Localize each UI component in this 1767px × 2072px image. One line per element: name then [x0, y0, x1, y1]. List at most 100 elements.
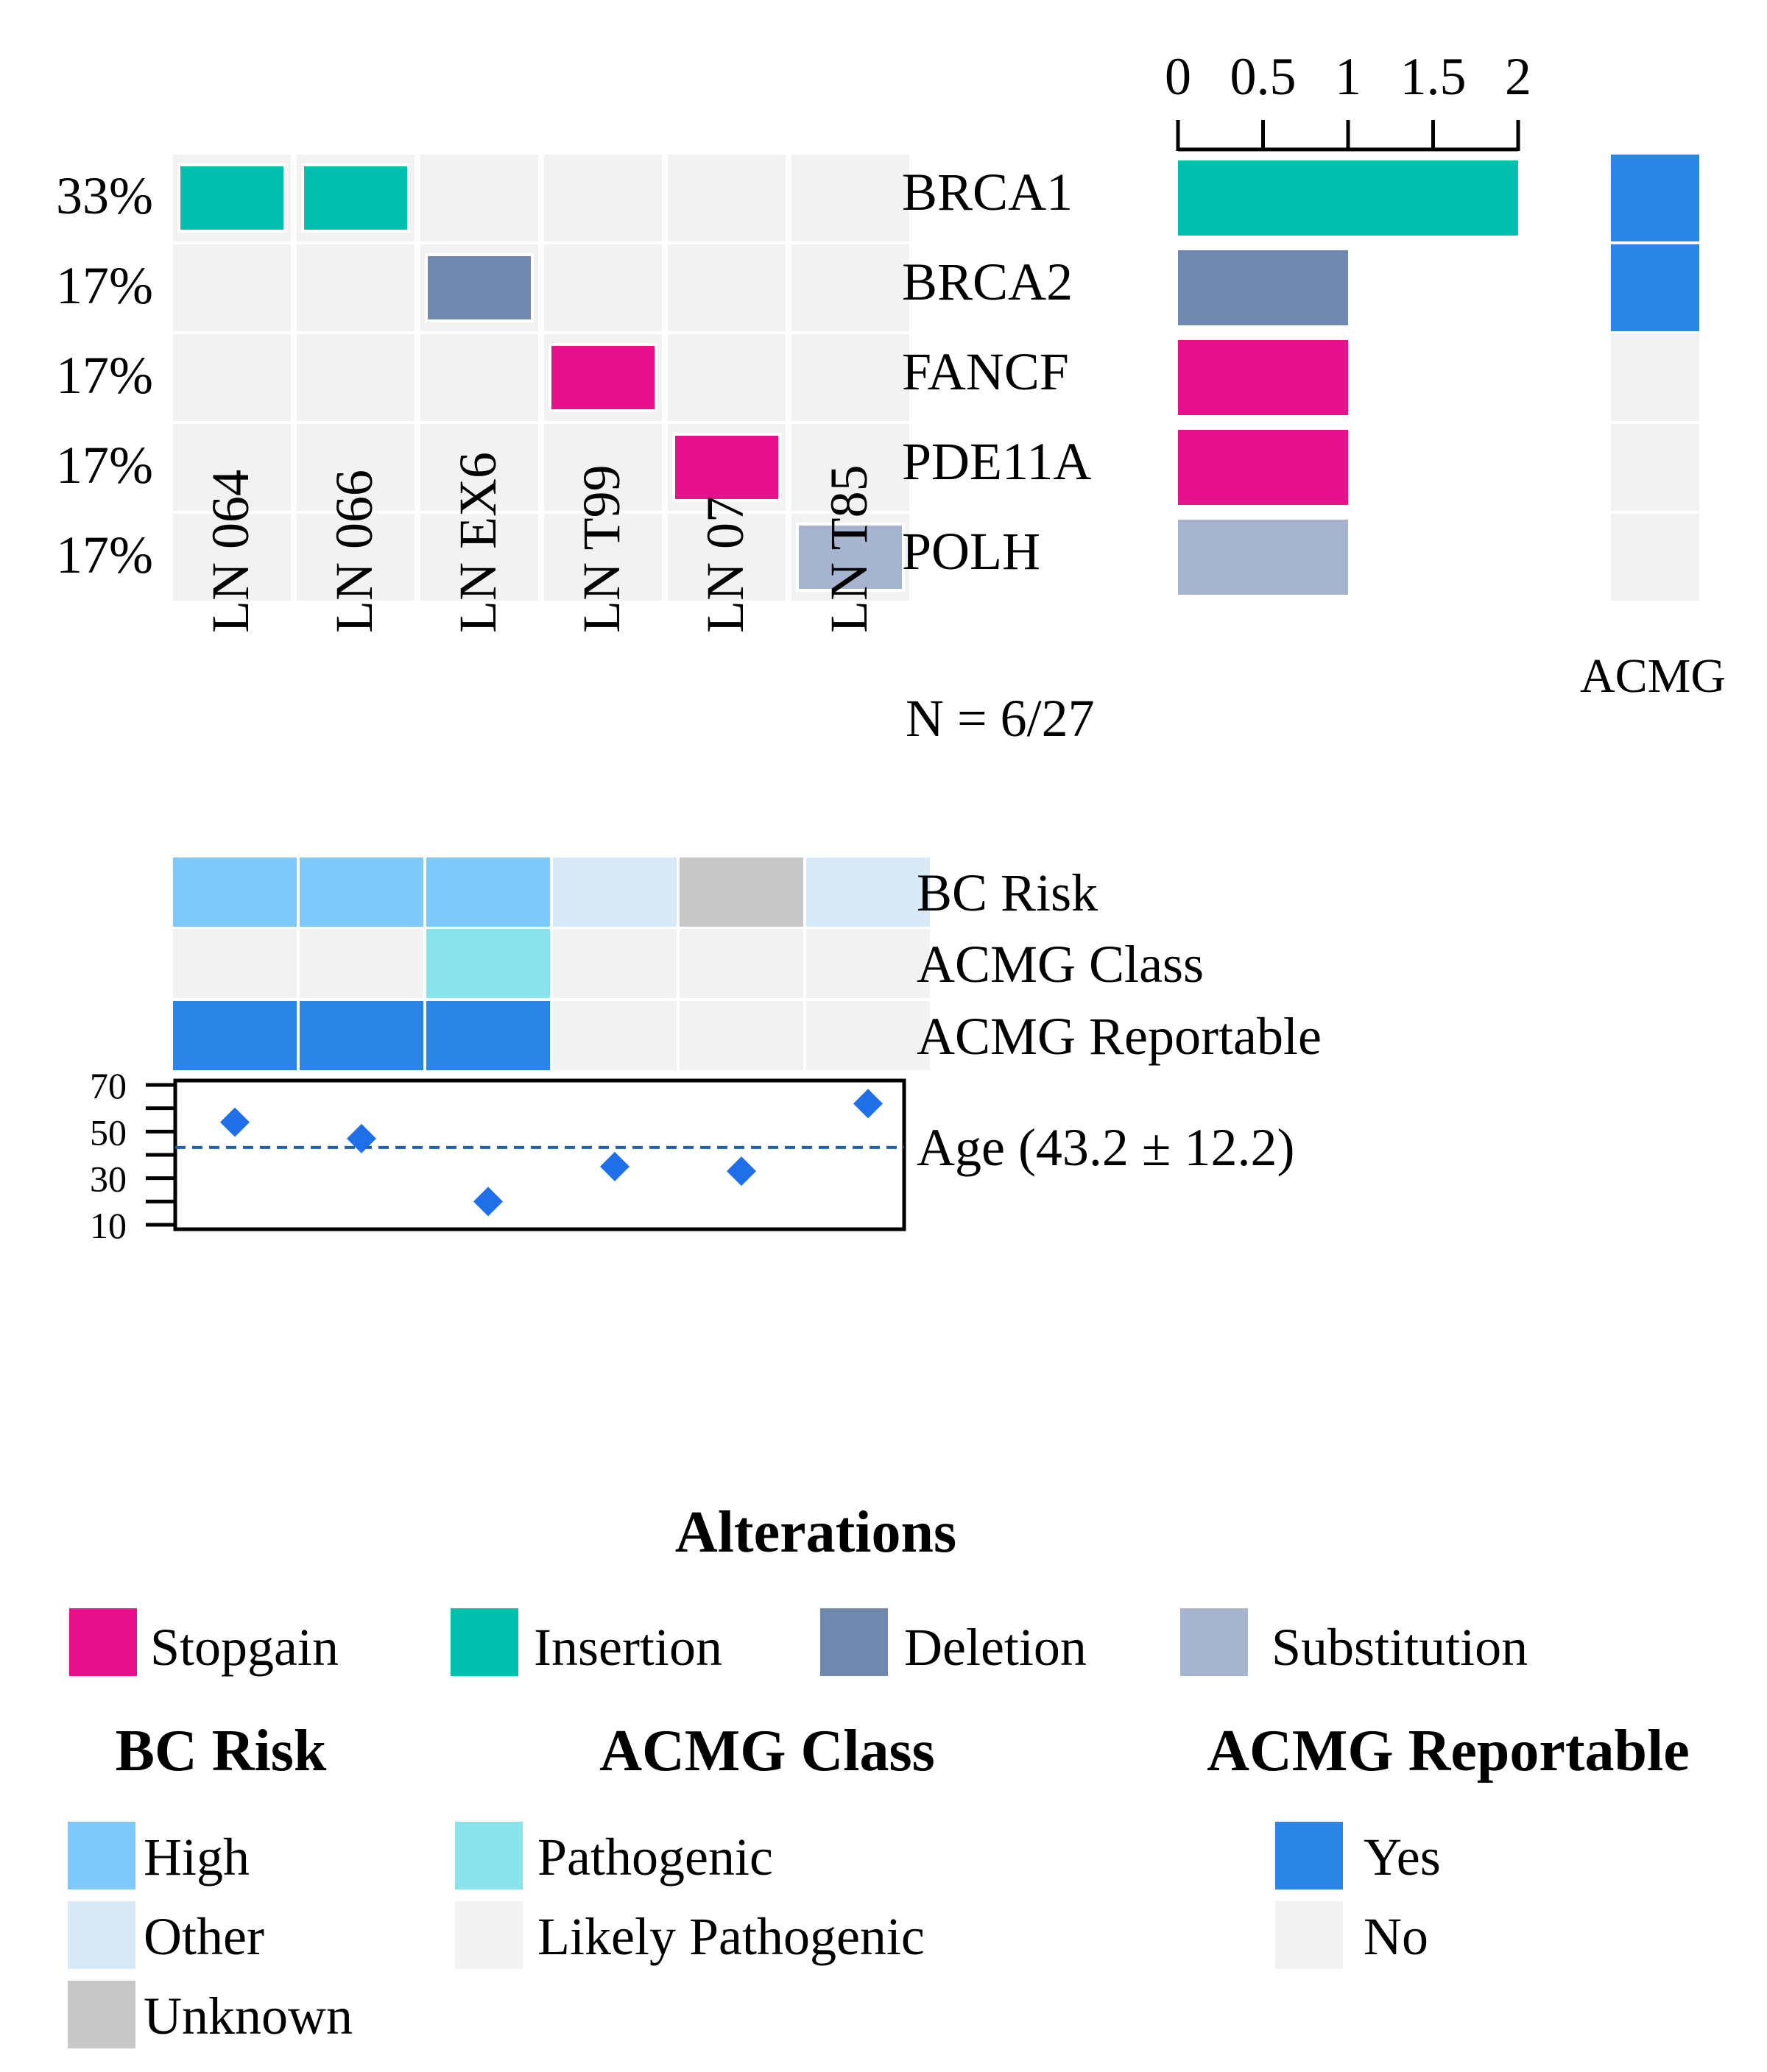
gene-label: FANCF	[902, 342, 1069, 401]
sample-label: LN 066	[325, 470, 384, 633]
legend-alterations: Alterations Stopgain Insertion Deletion Subs…	[69, 1500, 1528, 1677]
annotation-track	[173, 929, 930, 998]
legend-swatch	[455, 1901, 523, 1969]
grid-cell	[668, 244, 786, 331]
legend-item-label: Insertion	[534, 1618, 722, 1677]
annotation-cell	[426, 929, 550, 998]
legend-item-label: High	[144, 1828, 250, 1887]
age-point	[853, 1089, 883, 1119]
annotation-label: BC Risk	[917, 863, 1098, 922]
grid-cell	[544, 244, 662, 331]
acmg-gene-label: ACMG	[1580, 649, 1726, 703]
legend-swatch	[820, 1608, 888, 1676]
gene-count-bars: 0 0.5 1 1.5 2	[1165, 47, 1531, 595]
alteration-cell	[549, 343, 657, 412]
legend-title: BC Risk	[116, 1719, 327, 1783]
annotation-label: ACMG Reportable	[917, 1007, 1322, 1066]
grid-cell	[544, 514, 662, 601]
annotation-cell	[680, 929, 803, 998]
annotation-cell	[680, 858, 803, 927]
sample-label: LN 064	[201, 470, 260, 633]
grid-cell	[173, 244, 291, 331]
annotation-cell	[806, 858, 930, 927]
oncoprint-grid	[173, 155, 909, 601]
grid-cell	[297, 514, 415, 601]
legend-title: ACMG Class	[599, 1719, 935, 1783]
annotation-cell	[553, 1001, 677, 1070]
bar-axis-tick-label: 0	[1165, 47, 1191, 106]
bar-axis-tick-label: 1.5	[1400, 47, 1467, 106]
grid-cell	[173, 514, 291, 601]
legend-swatch	[1180, 1608, 1248, 1676]
acmg-gene-cell	[1611, 334, 1699, 421]
gene-percent-label: 17%	[56, 346, 153, 405]
age-plot: 70 50 30 10	[90, 1065, 906, 1246]
gene-count-bar	[1178, 160, 1518, 236]
annotation-cell	[553, 929, 677, 998]
age-axis-tick-label: 30	[90, 1159, 127, 1200]
alteration-cell	[177, 163, 286, 233]
gene-count-bar	[1178, 340, 1348, 415]
bar-axis-tick-label: 1	[1335, 47, 1361, 106]
legend-item-label: No	[1364, 1907, 1428, 1966]
gene-percent-label: 17%	[56, 436, 153, 495]
legend-item-label: Unknown	[144, 1987, 353, 2046]
gene-percent-label: 17%	[56, 526, 153, 584]
legend-item-label: Other	[144, 1907, 264, 1966]
grid-cell	[297, 334, 415, 421]
legend-item-label: Yes	[1364, 1828, 1441, 1887]
legend-swatch	[1275, 1822, 1343, 1889]
grid-cell	[668, 514, 786, 601]
legend-item-label: Likely Pathogenic	[537, 1907, 925, 1966]
legend-swatch	[455, 1822, 523, 1889]
grid-cell	[791, 244, 909, 331]
annotation-cell	[426, 858, 550, 927]
grid-cell	[420, 334, 538, 421]
legend-swatch	[451, 1608, 518, 1676]
annotation-cell	[680, 1001, 803, 1070]
acmg-gene-cell	[1611, 244, 1699, 331]
age-point	[347, 1123, 376, 1153]
gene-count-bar	[1178, 520, 1348, 595]
gene-count-bar	[1178, 250, 1348, 325]
grid-cell	[173, 424, 291, 511]
gene-percent-label: 17%	[56, 256, 153, 315]
alteration-cell	[301, 163, 410, 233]
sample-label: LN EX6	[448, 452, 507, 633]
sample-label: LN 07	[696, 496, 755, 633]
grid-cell	[420, 514, 538, 601]
annotation-track	[173, 858, 930, 927]
alteration-cell	[425, 253, 534, 322]
legend-swatch	[1275, 1901, 1343, 1969]
annotation-cell	[553, 858, 677, 927]
gene-count-bar	[1178, 430, 1348, 505]
gene-percent-label: 33%	[56, 166, 153, 225]
annotation-cell	[173, 1001, 297, 1070]
annotation-cell	[806, 929, 930, 998]
acmg-gene-cell	[1611, 155, 1699, 241]
grid-cell	[420, 155, 538, 241]
legend-swatch	[68, 1901, 135, 1969]
acmg-gene-cell	[1611, 424, 1699, 511]
grid-cell	[668, 155, 786, 241]
alteration-cell	[796, 523, 905, 592]
legend-swatch	[68, 1981, 135, 2048]
bar-axis-tick-label: 2	[1505, 47, 1531, 106]
age-point	[727, 1156, 756, 1187]
annotation-cell	[173, 858, 297, 927]
gene-label: PDE11A	[902, 432, 1091, 491]
age-plot-frame	[173, 1078, 906, 1231]
age-point	[473, 1187, 503, 1217]
sample-label: LN T99	[572, 464, 631, 633]
legend-title: Alterations	[675, 1500, 956, 1565]
alteration-cell	[672, 433, 781, 502]
grid-cell	[420, 424, 538, 511]
grid-cell	[791, 424, 909, 511]
grid-cell	[173, 334, 291, 421]
legend-item-label: Pathogenic	[537, 1828, 773, 1887]
annotation-track	[173, 1001, 930, 1070]
legend-item-label: Substitution	[1272, 1618, 1528, 1677]
legend-item-label: Deletion	[904, 1618, 1087, 1677]
annotation-cell	[806, 1001, 930, 1070]
